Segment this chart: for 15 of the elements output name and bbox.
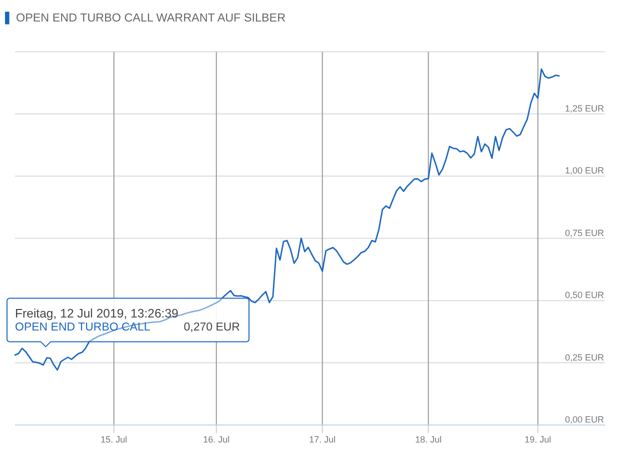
chart-title: OPEN END TURBO CALL WARRANT AUF SILBER [16,12,286,25]
y-tick-label: 0,00 EUR [564,414,604,424]
y-tick-label: 1,25 EUR [564,103,604,114]
series-label: OPEN END TURBO CALL [15,321,151,334]
annotation: 0,270 EUR [184,321,240,334]
x-tick-label: 17. Jul [309,434,336,445]
y-tick-label: 1,00 EUR [564,166,604,176]
y-tick-label: 0,75 EUR [564,228,604,238]
x-tick-label: 19. Jul [524,434,552,445]
x-tick-label: 18. Jul [415,434,442,445]
x-tick-label: 16. Jul [203,434,230,445]
y-tick-label: 0,25 EUR [564,352,604,362]
x-tick-label: 15. Jul [100,434,128,445]
annotation: Freitag, 12 Jul 2019, 13:26:39 [15,306,179,320]
y-tick-label: 0,50 EUR [564,290,604,300]
